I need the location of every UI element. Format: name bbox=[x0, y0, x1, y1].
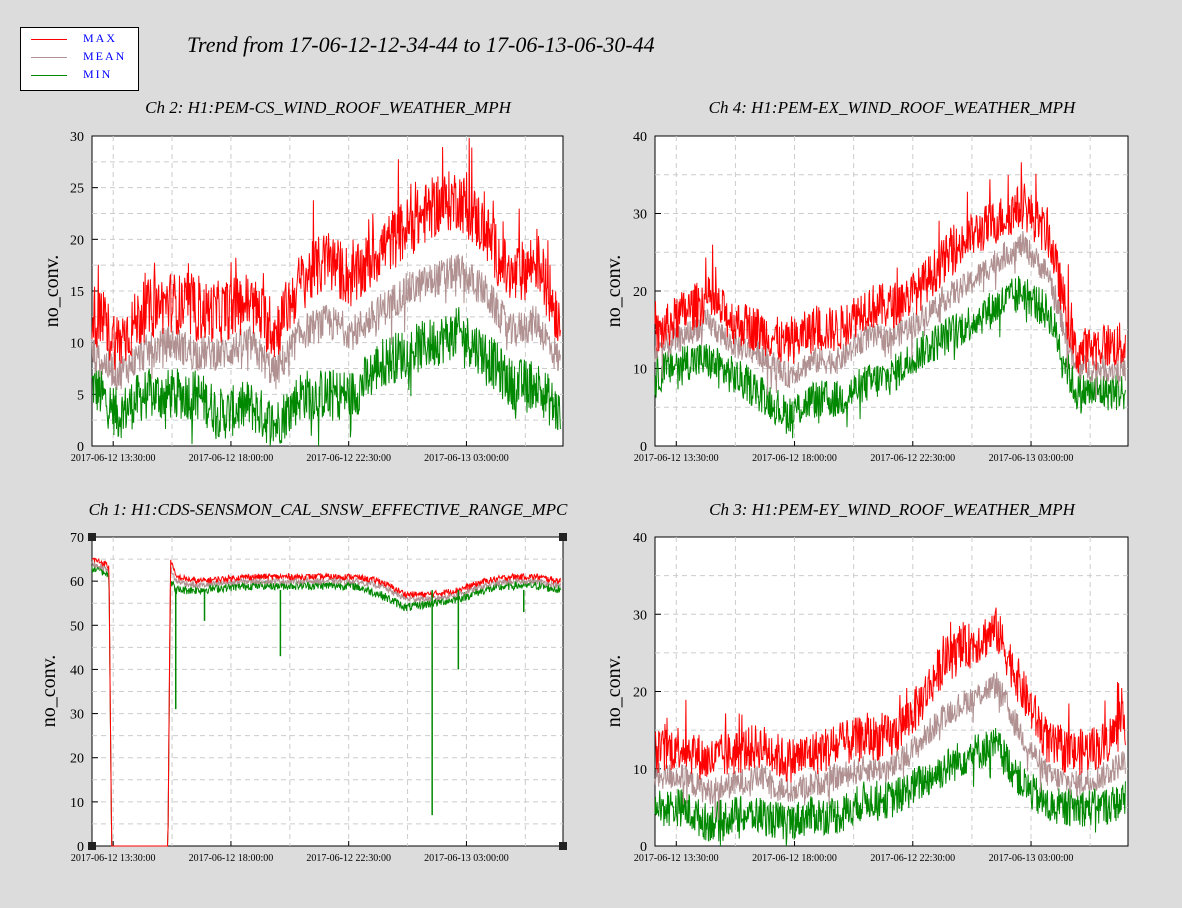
selection-handle[interactable] bbox=[559, 533, 567, 541]
x-tick-label: 2017-06-12 18:00:00 bbox=[752, 453, 837, 464]
chart-panel-1: Ch 2: H1:PEM-CS_WIND_ROOF_WEATHER_MPH 0 5 1… bbox=[41, 98, 564, 464]
x-tick-label: 2017-06-12 22:30:00 bbox=[306, 853, 391, 864]
legend-swatch-mean bbox=[31, 57, 67, 58]
series-line-max bbox=[654, 162, 1126, 374]
x-tick-label: 2017-06-12 13:30:00 bbox=[71, 853, 156, 864]
chart-title: Ch 4: H1:PEM-EX_WIND_ROOF_WEATHER_MPH bbox=[709, 98, 1077, 117]
y-tick-label: 20 bbox=[70, 233, 84, 248]
legend-swatch-min bbox=[31, 75, 67, 76]
x-tick-label: 2017-06-12 18:00:00 bbox=[189, 853, 274, 864]
y-tick-label: 5 bbox=[77, 388, 84, 403]
selection-handle[interactable] bbox=[88, 533, 96, 541]
y-tick-label: 25 bbox=[70, 182, 84, 197]
y-tick-label: 15 bbox=[70, 285, 84, 300]
y-tick-label: 70 bbox=[70, 531, 84, 546]
legend-label-mean: MEAN bbox=[83, 49, 127, 63]
y-tick-label: 30 bbox=[633, 608, 647, 623]
legend: MAX MEAN MIN bbox=[20, 27, 139, 91]
legend-label-min: MIN bbox=[83, 67, 113, 81]
x-tick-label: 2017-06-12 13:30:00 bbox=[634, 853, 719, 864]
chart-panel-4: Ch 3: H1:PEM-EY_WIND_ROOF_WEATHER_MPH 0 10… bbox=[603, 500, 1129, 864]
selection-handle[interactable] bbox=[559, 842, 567, 850]
x-tick-label: 2017-06-13 03:00:00 bbox=[424, 853, 509, 864]
series-line-mean bbox=[91, 254, 561, 390]
y-tick-label: 10 bbox=[633, 763, 647, 778]
y-tick-label: 40 bbox=[633, 130, 647, 145]
y-tick-label: 40 bbox=[633, 531, 647, 546]
y-tick-label: 10 bbox=[633, 363, 647, 378]
y-tick-label: 0 bbox=[640, 440, 647, 455]
y-axis-label: no_conv. bbox=[603, 655, 625, 728]
legend-item-mean: MEAN bbox=[21, 49, 138, 67]
y-tick-label: 10 bbox=[70, 796, 84, 811]
y-tick-label: 50 bbox=[70, 619, 84, 634]
y-tick-label: 30 bbox=[633, 208, 647, 223]
x-tick-label: 2017-06-12 22:30:00 bbox=[870, 453, 955, 464]
y-tick-label: 0 bbox=[77, 840, 84, 855]
chart-panel-3: Ch 1: H1:CDS-SENSMON_CAL_SNSW_EFFECTIVE_… bbox=[38, 500, 568, 864]
y-tick-label: 40 bbox=[70, 663, 84, 678]
page-title: Trend from 17-06-12-12-34-44 to 17-06-13… bbox=[187, 32, 655, 57]
legend-item-min: MIN bbox=[21, 67, 138, 85]
y-axis-label: no_conv. bbox=[41, 255, 63, 328]
selection-handle[interactable] bbox=[88, 842, 96, 850]
y-tick-label: 60 bbox=[70, 575, 84, 590]
chart-title: Ch 3: H1:PEM-EY_WIND_ROOF_WEATHER_MPH bbox=[709, 500, 1076, 519]
y-tick-label: 20 bbox=[70, 752, 84, 767]
y-axis-label: no_conv. bbox=[38, 655, 60, 728]
chart-title: Ch 1: H1:CDS-SENSMON_CAL_SNSW_EFFECTIVE_… bbox=[89, 500, 568, 519]
y-axis-label: no_conv. bbox=[603, 255, 625, 328]
x-tick-label: 2017-06-12 13:30:00 bbox=[634, 453, 719, 464]
y-tick-label: 30 bbox=[70, 130, 84, 145]
x-tick-label: 2017-06-12 22:30:00 bbox=[870, 853, 955, 864]
x-tick-label: 2017-06-12 18:00:00 bbox=[189, 453, 274, 464]
x-tick-label: 2017-06-12 13:30:00 bbox=[71, 453, 156, 464]
series-line-max bbox=[91, 137, 561, 370]
series-line-min bbox=[91, 307, 561, 447]
series-line-mean bbox=[654, 671, 1126, 820]
y-tick-label: 10 bbox=[70, 337, 84, 352]
y-tick-label: 30 bbox=[70, 708, 84, 723]
series-line-min bbox=[654, 727, 1126, 847]
x-tick-label: 2017-06-13 03:00:00 bbox=[989, 453, 1074, 464]
series-line-max bbox=[654, 607, 1126, 783]
series-line-min bbox=[654, 275, 1126, 439]
legend-swatch-max bbox=[31, 39, 67, 40]
x-tick-label: 2017-06-12 18:00:00 bbox=[752, 853, 837, 864]
chart-panel-2: Ch 4: H1:PEM-EX_WIND_ROOF_WEATHER_MPH 0 10… bbox=[603, 98, 1129, 464]
y-tick-label: 20 bbox=[633, 285, 647, 300]
x-tick-label: 2017-06-13 03:00:00 bbox=[989, 853, 1074, 864]
x-tick-label: 2017-06-13 03:00:00 bbox=[424, 453, 509, 464]
chart-title: Ch 2: H1:PEM-CS_WIND_ROOF_WEATHER_MPH bbox=[145, 98, 512, 117]
series-line-max bbox=[91, 557, 561, 847]
y-tick-label: 0 bbox=[77, 440, 84, 455]
x-tick-label: 2017-06-12 22:30:00 bbox=[306, 453, 391, 464]
legend-item-max: MAX bbox=[21, 31, 138, 49]
legend-label-max: MAX bbox=[83, 31, 118, 45]
y-tick-label: 20 bbox=[633, 686, 647, 701]
series-line-mean bbox=[654, 230, 1126, 400]
y-tick-label: 0 bbox=[640, 840, 647, 855]
